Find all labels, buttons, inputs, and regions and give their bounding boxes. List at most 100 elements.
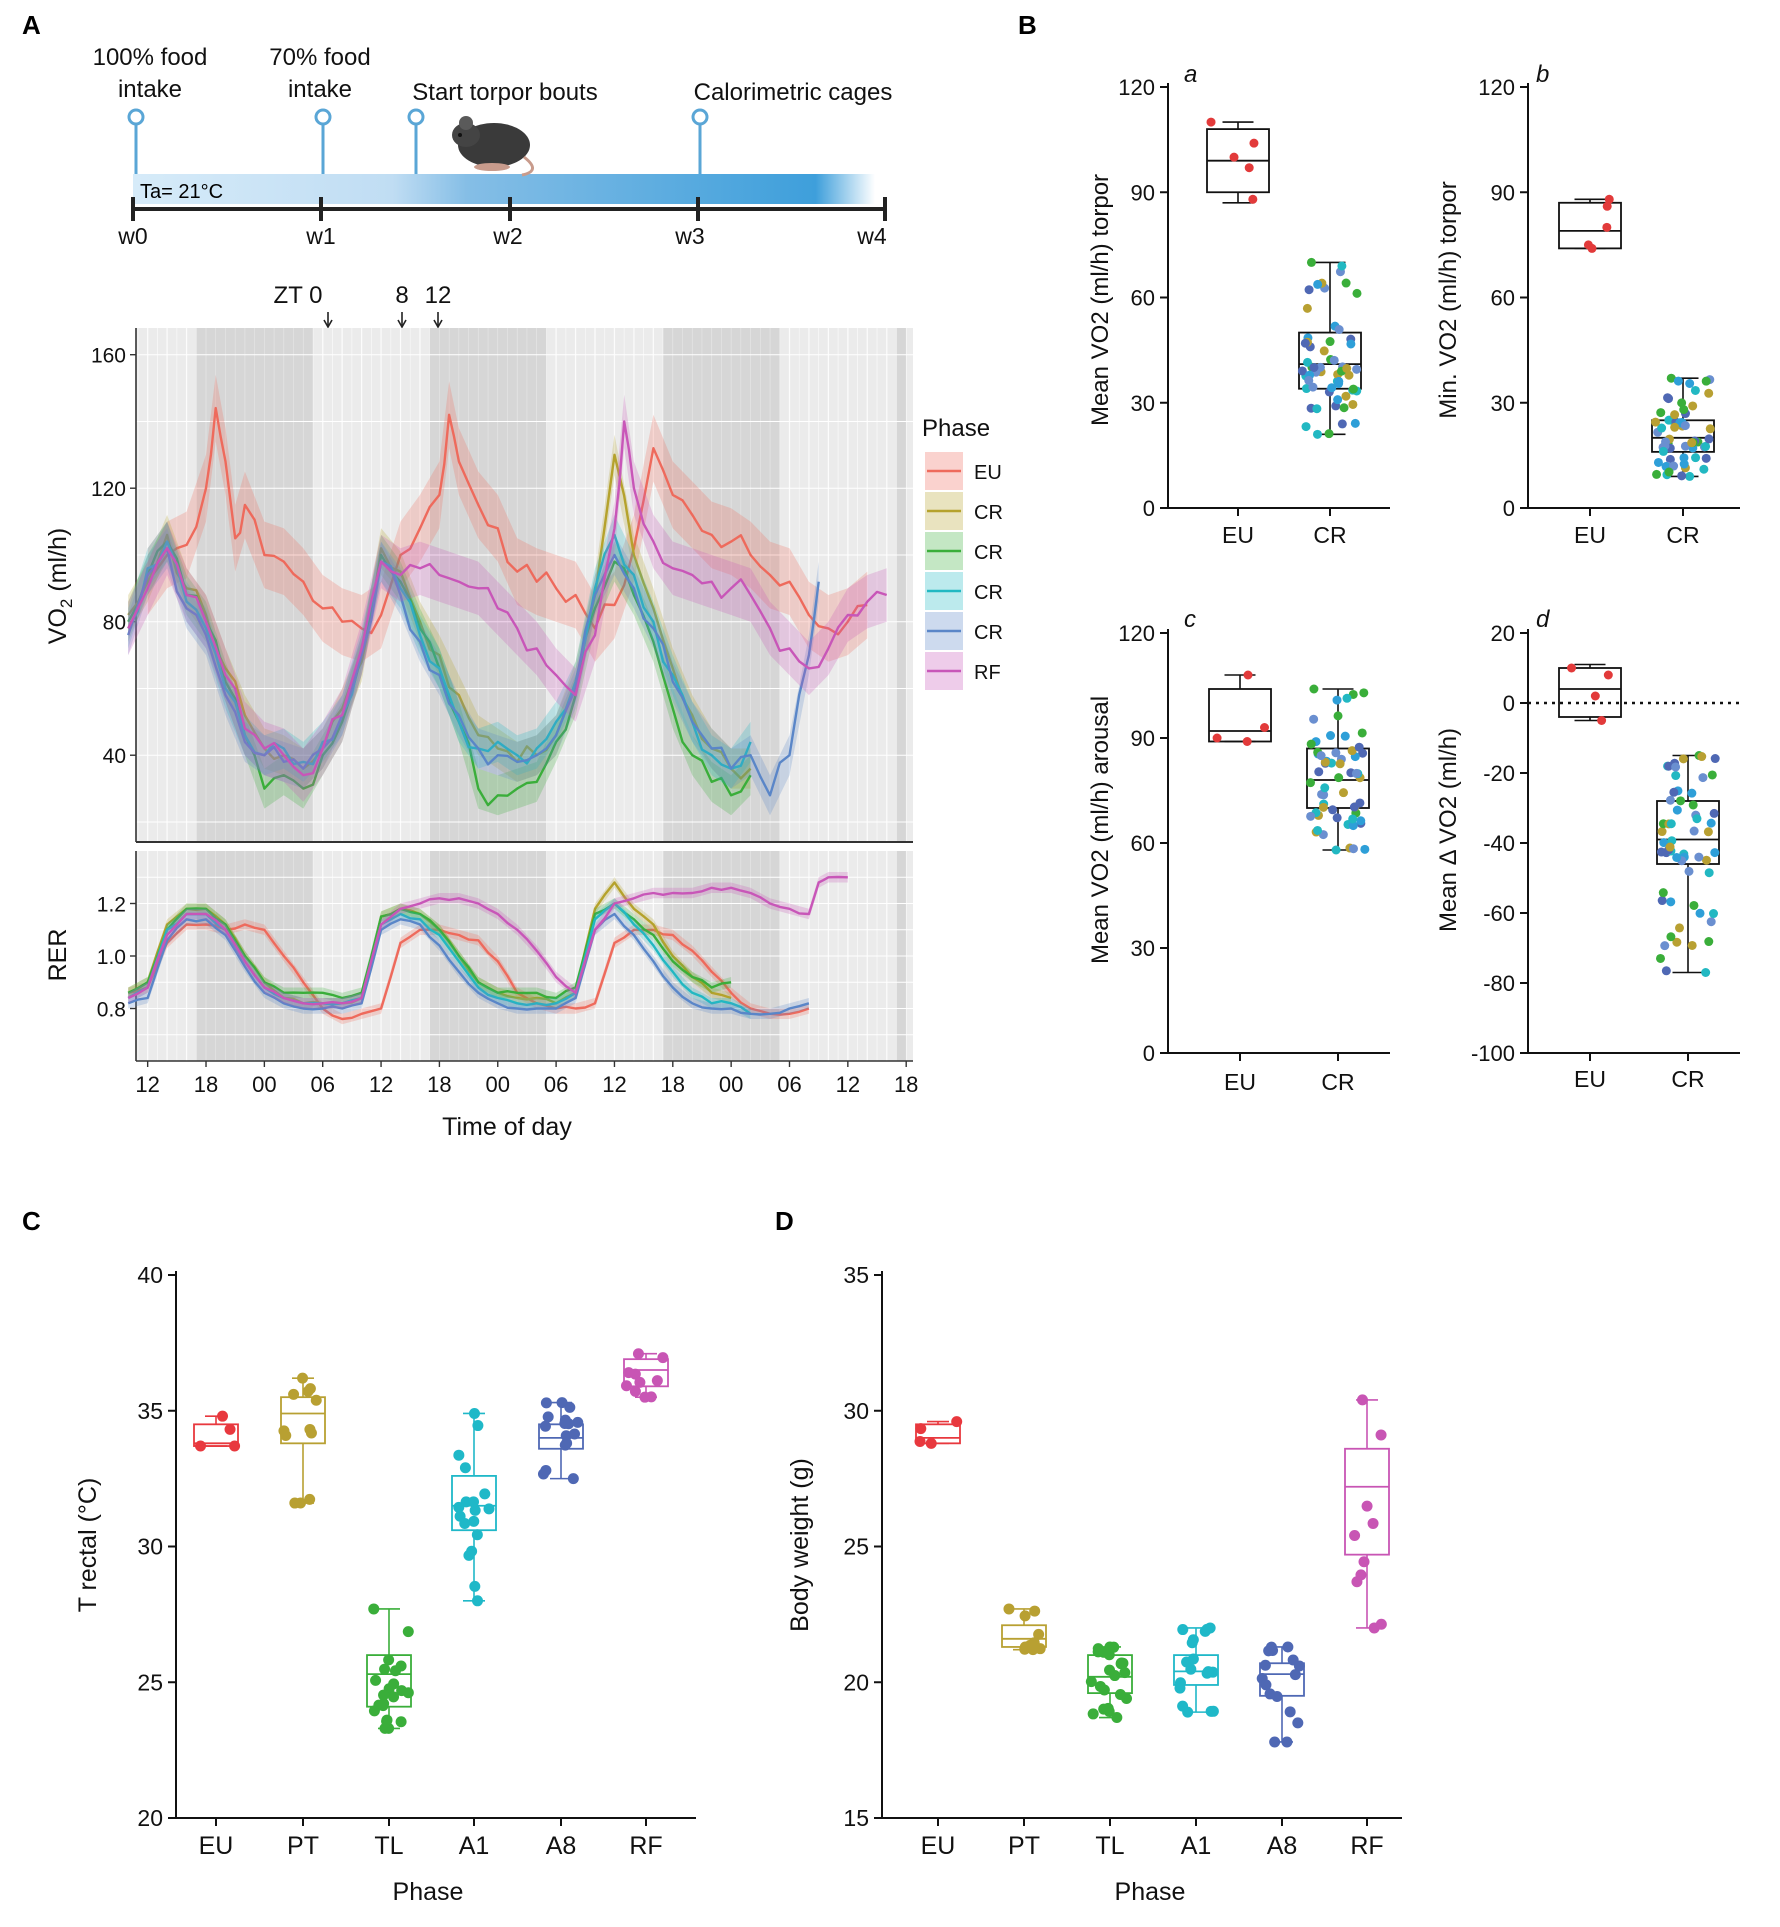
data-point <box>1664 761 1674 771</box>
data-point <box>471 1529 483 1541</box>
data-point <box>229 1440 241 1452</box>
mouse-icon <box>452 116 534 177</box>
data-point <box>1684 866 1694 876</box>
data-point <box>1260 723 1270 732</box>
data-point <box>1087 1708 1099 1720</box>
data-point <box>1690 385 1700 395</box>
data-point <box>1356 1394 1368 1406</box>
data-point <box>1375 1429 1387 1441</box>
y-tick-label: 120 <box>1118 621 1155 646</box>
data-point <box>388 1678 400 1690</box>
data-point <box>1098 1684 1110 1696</box>
y-axis-title: T rectal (°C) <box>74 1478 102 1613</box>
data-point <box>1119 1667 1131 1679</box>
timeline-event-label: intake <box>288 76 352 103</box>
series-line-eu <box>127 923 810 1021</box>
data-point <box>1333 711 1343 721</box>
data-point <box>1340 731 1350 741</box>
data-point <box>632 1348 644 1360</box>
data-point <box>1033 1628 1045 1640</box>
data-point <box>1302 303 1312 313</box>
data-point <box>1260 1679 1272 1691</box>
data-point <box>620 1380 632 1392</box>
data-point <box>1657 896 1667 906</box>
data-point <box>1688 800 1698 810</box>
data-point <box>1206 117 1216 127</box>
data-point <box>1333 395 1343 405</box>
x-tick-label: 12 <box>602 1072 626 1097</box>
y-tick-label: 0 <box>1503 496 1515 521</box>
data-point <box>395 1660 407 1672</box>
data-point <box>1356 816 1366 826</box>
data-point <box>1320 783 1330 793</box>
data-point <box>1664 415 1674 425</box>
data-point <box>1695 908 1705 918</box>
x-tick-label: 00 <box>719 1072 743 1097</box>
legend-label: CR <box>974 502 1003 524</box>
data-point <box>1687 940 1697 950</box>
subpanel-label: b <box>1536 61 1549 88</box>
data-point <box>1671 762 1681 772</box>
data-point <box>1361 1500 1373 1512</box>
timeline-event-label: 70% food <box>269 44 370 71</box>
y-tick-label: 30 <box>1491 391 1515 416</box>
panel-label-d: D <box>775 1206 794 1236</box>
data-point <box>1701 453 1711 463</box>
y-tick-label: 120 <box>1118 75 1155 100</box>
data-point <box>1085 1676 1097 1688</box>
data-point <box>1347 746 1357 756</box>
phase-legend: Phase EU CR CR CR CR RF <box>922 415 1003 690</box>
data-point <box>1689 826 1699 836</box>
data-point <box>1019 1610 1031 1622</box>
data-point <box>304 1423 316 1435</box>
legend-label: CR <box>974 582 1003 604</box>
data-point <box>1334 376 1344 386</box>
panel-d: 15 20 25 30 35 EU PT TL A1 A8 RF Body weight (g) Pha… <box>786 1262 1402 1906</box>
data-point <box>1666 897 1676 907</box>
data-point <box>1316 751 1326 761</box>
box-a1 <box>451 1475 497 1532</box>
data-point <box>1334 773 1344 783</box>
data-point <box>1326 731 1336 741</box>
x-tick-label: EU <box>1222 522 1254 548</box>
data-point <box>1704 388 1714 398</box>
data-point <box>1318 802 1328 812</box>
series-band-rf <box>128 394 887 802</box>
x-tick-label: 12 <box>135 1072 159 1097</box>
x-tick-label: EU <box>199 1832 234 1860</box>
data-point <box>1704 868 1714 878</box>
data-point <box>468 1496 480 1508</box>
data-point <box>1672 937 1682 947</box>
data-point <box>1229 152 1239 162</box>
data-point <box>1348 821 1358 831</box>
data-point <box>1354 742 1364 752</box>
data-point <box>1673 376 1683 386</box>
data-point <box>459 1462 471 1474</box>
data-point <box>1709 808 1719 818</box>
data-point <box>1352 288 1362 298</box>
y-tick-label: 0 <box>1503 691 1515 716</box>
series-band-cr <box>128 908 809 1019</box>
data-point <box>1672 805 1682 815</box>
data-point <box>471 1595 483 1607</box>
data-point <box>1289 1669 1301 1681</box>
data-point <box>1248 194 1258 204</box>
data-point <box>1332 695 1342 705</box>
data-point <box>1337 419 1347 429</box>
data-point <box>1306 811 1316 821</box>
data-point <box>1352 364 1362 374</box>
data-point <box>453 1449 465 1461</box>
data-point <box>1651 417 1661 427</box>
y-tick-label: 35 <box>843 1262 869 1288</box>
data-point <box>479 1488 491 1500</box>
x-tick-label: 12 <box>369 1072 393 1097</box>
data-point <box>402 1626 414 1638</box>
data-point <box>368 1705 380 1717</box>
data-point <box>1587 243 1597 253</box>
y-tick-label: -100 <box>1471 1041 1515 1066</box>
data-point <box>925 1437 937 1449</box>
data-point <box>623 1367 635 1379</box>
x-tick-label: RF <box>629 1832 662 1860</box>
y-tick-label: 0 <box>1143 1041 1155 1066</box>
